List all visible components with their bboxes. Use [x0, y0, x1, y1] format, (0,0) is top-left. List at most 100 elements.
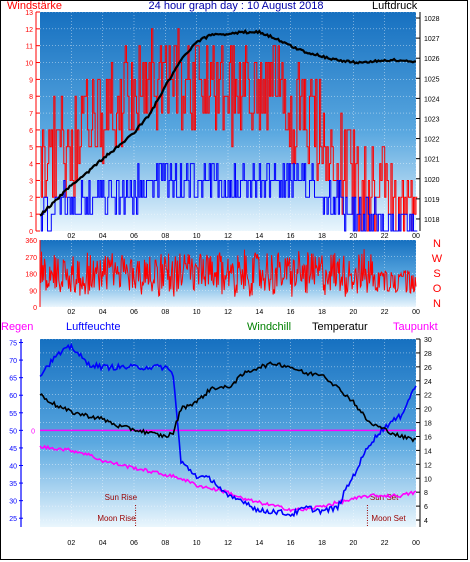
temp-tick-label: 8 — [424, 490, 428, 497]
time-tick-label-2: 16 — [287, 309, 295, 316]
temp-tick-label: 10 — [424, 476, 432, 483]
chart-title: 24 hour graph day : 10 August 2018 — [149, 0, 324, 12]
humidity-tick-label: 40 — [9, 464, 17, 471]
time-tick-label-3: 06 — [130, 540, 138, 547]
pressure-tick-label: 1027 — [424, 36, 440, 43]
humidity-tick-label: 35 — [9, 481, 17, 488]
time-tick-label-1: 00 — [412, 233, 420, 240]
moon-rise-label: Moon Rise — [97, 514, 136, 523]
pressure-tick-label: 1018 — [424, 217, 440, 224]
humidity-tick-label: 60 — [9, 393, 17, 400]
pressure-tick-label: 1025 — [424, 76, 440, 83]
temp-tick-label: 28 — [424, 351, 432, 358]
time-tick-label-3: 16 — [287, 540, 295, 547]
time-tick-label-2: 04 — [99, 309, 107, 316]
wind-tick-label: 11 — [26, 44, 33, 51]
wind-speed-line — [40, 163, 418, 232]
wind-tick-label: 13 — [25, 10, 33, 17]
compass-letter: N — [433, 298, 441, 310]
time-tick-label-3: 08 — [161, 540, 169, 547]
time-tick-label-1: 14 — [255, 233, 263, 240]
label-luftdruck: Luftdruck — [372, 0, 418, 12]
temp-tick-label: 26 — [424, 365, 432, 372]
direction-tick-label: 90 — [29, 288, 37, 295]
humidity-tick-label: 45 — [9, 446, 17, 453]
label-temperatur: Temperatur — [312, 321, 368, 333]
time-tick-label-2: 18 — [318, 309, 326, 316]
temperature-line — [39, 361, 417, 443]
direction-tick-label: 180 — [25, 272, 37, 279]
temp-tick-label: 18 — [424, 421, 432, 428]
time-tick-label-3: 04 — [99, 540, 107, 547]
time-tick-label-3: 18 — [318, 540, 326, 547]
temp-tick-label: 4 — [424, 518, 428, 525]
moon-set-label: Moon Set — [371, 514, 406, 523]
time-tick-label-1: 16 — [287, 233, 295, 240]
humidity-tick-label: 70 — [9, 358, 17, 365]
label-luftfeuchte: Luftfeuchte — [66, 321, 120, 333]
wind-tick-label: 4 — [29, 162, 33, 169]
temp-tick-label: 30 — [424, 337, 432, 344]
time-tick-label-3: 14 — [255, 540, 263, 547]
temp-tick-label: 20 — [424, 407, 432, 414]
pressure-tick-label: 1022 — [424, 137, 440, 144]
wind-tick-label: 2 — [29, 195, 33, 202]
compass-letter: O — [433, 283, 442, 295]
temp-tick-label: 12 — [424, 462, 432, 469]
temp-tick-label: 22 — [424, 393, 432, 400]
time-tick-label-3: 02 — [67, 540, 75, 547]
time-tick-label-3: 22 — [381, 540, 389, 547]
temp-tick-label: 16 — [424, 434, 432, 441]
pressure-tick-label: 1019 — [424, 197, 440, 204]
time-tick-label-1: 08 — [161, 233, 169, 240]
time-tick-label-2: 08 — [161, 309, 169, 316]
wind-tick-label: 6 — [29, 128, 33, 135]
humidity-line — [39, 342, 417, 518]
time-tick-label-1: 12 — [224, 233, 232, 240]
wind-tick-label: 5 — [29, 145, 33, 152]
time-tick-label-1: 20 — [349, 233, 357, 240]
time-tick-label-3: 00 — [412, 540, 420, 547]
humidity-tick-label: 55 — [9, 411, 17, 418]
compass-letter: N — [433, 238, 441, 250]
humidity-tick-label: 50 — [9, 428, 17, 435]
wind-tick-label: 8 — [29, 94, 33, 101]
wind-tick-label: 1 — [29, 212, 33, 219]
time-tick-label-3: 10 — [193, 540, 201, 547]
pressure-tick-label: 1023 — [424, 116, 440, 123]
time-tick-label-2: 00 — [412, 309, 420, 316]
label-windchill: Windchill — [247, 321, 291, 333]
pressure-tick-label: 1020 — [424, 177, 440, 184]
sun-rise-label: Sun Rise — [105, 493, 138, 502]
label-taupunkt: Taupunkt — [393, 321, 438, 333]
sun-set-label: Sun Set — [370, 493, 399, 502]
humidity-tick-label: 65 — [9, 376, 17, 383]
pressure-tick-label: 1024 — [424, 96, 440, 103]
humidity-tick-label: 25 — [9, 516, 17, 523]
time-tick-label-2: 22 — [381, 309, 389, 316]
time-tick-label-2: 02 — [67, 309, 75, 316]
time-tick-label-1: 02 — [67, 233, 75, 240]
wind-direction-line — [39, 249, 417, 298]
temp-tick-label: 6 — [424, 504, 428, 511]
wind-tick-label: 0 — [29, 229, 33, 236]
wind-tick-label: 3 — [29, 178, 33, 185]
time-tick-label-1: 22 — [381, 233, 389, 240]
time-tick-label-3: 12 — [224, 540, 232, 547]
time-tick-label-1: 06 — [130, 233, 138, 240]
rain-tick-label: 0 — [31, 428, 35, 435]
time-tick-label-2: 12 — [224, 309, 232, 316]
humidity-tick-label: 30 — [9, 499, 17, 506]
time-tick-label-2: 06 — [130, 309, 138, 316]
compass-letter: S — [433, 268, 440, 280]
time-tick-label-1: 04 — [99, 233, 107, 240]
dewpoint-line — [39, 444, 417, 513]
wind-tick-label: 7 — [29, 111, 33, 118]
time-tick-label-1: 18 — [318, 233, 326, 240]
time-tick-label-2: 10 — [193, 309, 201, 316]
compass-letter: W — [432, 253, 443, 265]
direction-tick-label: 360 — [25, 238, 37, 245]
label-regen: Regen — [1, 321, 33, 333]
